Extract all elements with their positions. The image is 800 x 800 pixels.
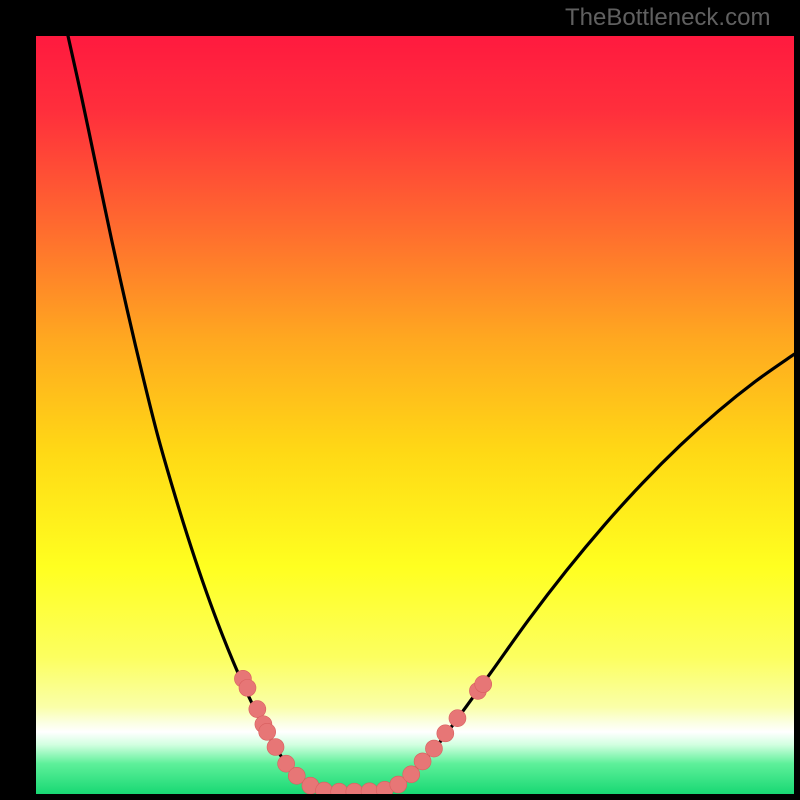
data-marker xyxy=(414,753,431,770)
data-marker xyxy=(239,679,256,696)
plot-area xyxy=(36,36,794,794)
data-marker xyxy=(437,725,454,742)
data-marker xyxy=(475,676,492,693)
data-marker xyxy=(425,740,442,757)
data-marker xyxy=(259,723,276,740)
data-marker xyxy=(449,710,466,727)
watermark-text: TheBottleneck.com xyxy=(565,4,770,32)
gradient-background xyxy=(36,36,794,794)
plot-svg xyxy=(36,36,794,794)
data-marker xyxy=(267,739,284,756)
data-marker xyxy=(249,701,266,718)
